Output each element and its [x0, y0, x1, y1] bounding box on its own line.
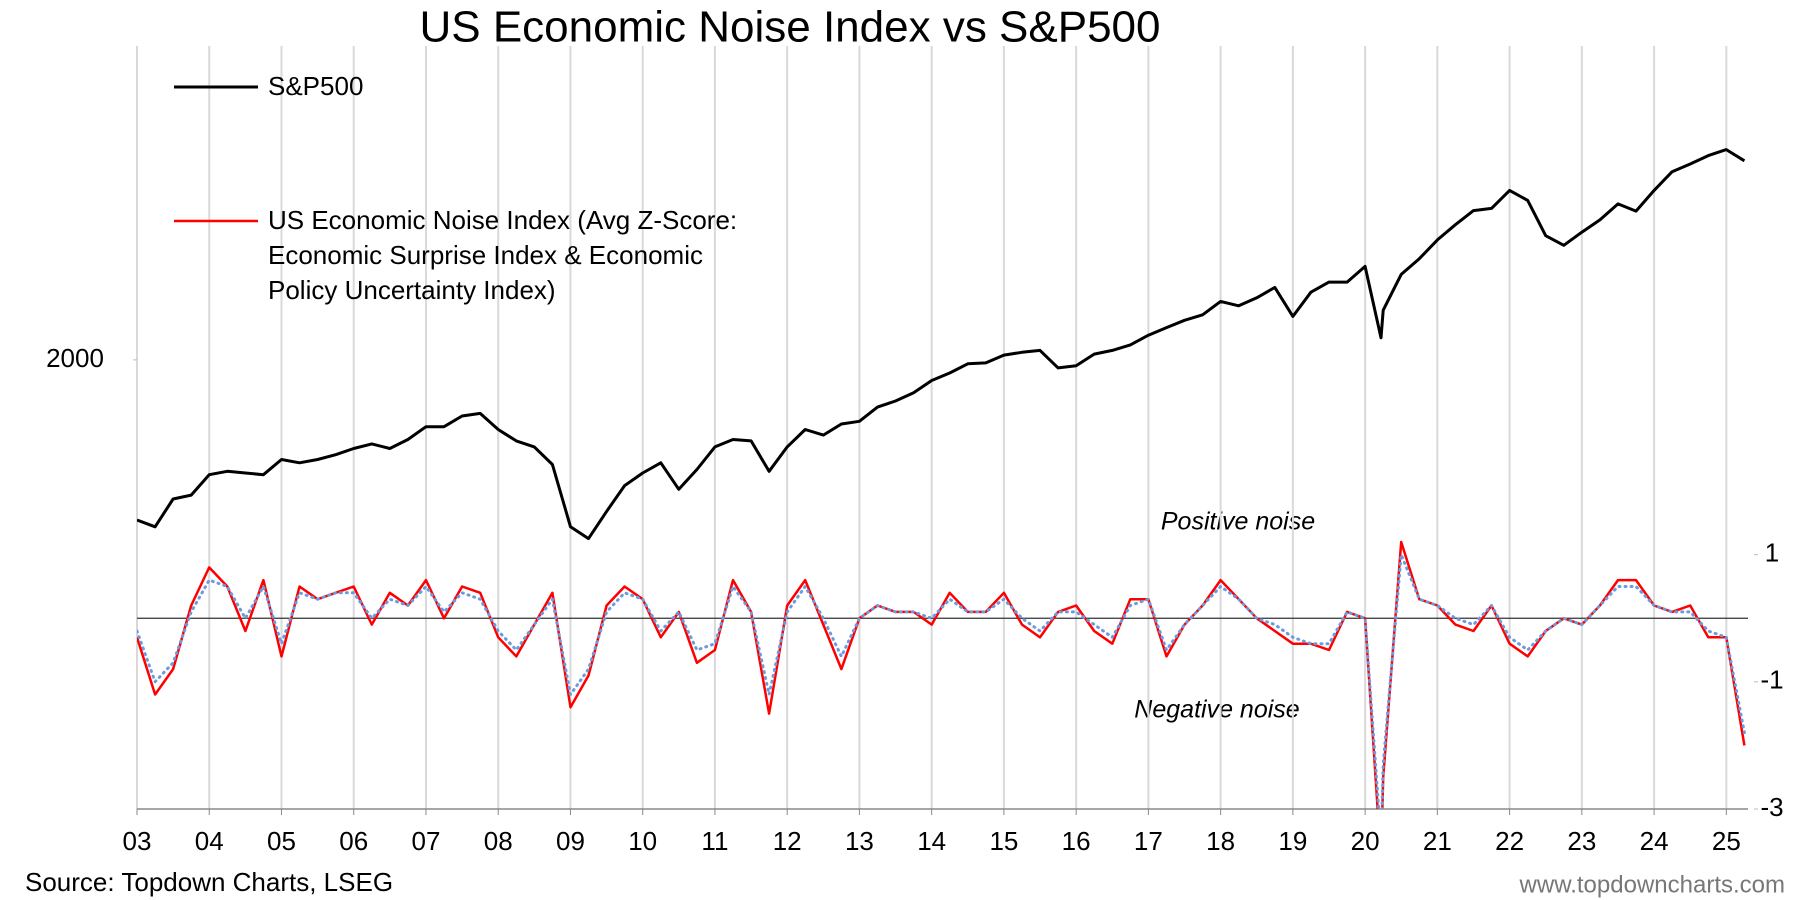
- annotation: Negative noise: [1134, 696, 1299, 724]
- x-tick-label: 25: [1712, 826, 1741, 856]
- y2-tick-label: 1: [1765, 538, 1779, 568]
- x-tick-label: 14: [917, 826, 946, 856]
- series-line: [137, 148, 1746, 541]
- x-tick-label: 08: [484, 826, 513, 856]
- y2-tick-label: -1: [1760, 665, 1783, 695]
- x-tick-label: 06: [339, 826, 368, 856]
- x-tick-label: 10: [628, 826, 657, 856]
- x-tick-label: 20: [1351, 826, 1380, 856]
- annotation: Positive noise: [1161, 508, 1315, 536]
- x-tick-label: 11: [701, 826, 728, 856]
- x-tick-label: 09: [556, 826, 585, 856]
- x-tick-label: 19: [1278, 826, 1307, 856]
- x-tick-label: 24: [1640, 826, 1669, 856]
- plot-area: [137, 148, 1746, 809]
- x-tick-label: 21: [1423, 826, 1452, 856]
- x-tick-label: 03: [123, 826, 152, 856]
- x-tick-label: 17: [1134, 826, 1163, 856]
- chart-title: US Economic Noise Index vs S&P500: [419, 3, 1160, 52]
- x-tick-label: 18: [1206, 826, 1235, 856]
- x-tick-label: 22: [1495, 826, 1524, 856]
- x-tick-label: 12: [773, 826, 802, 856]
- x-tick-label: 07: [412, 826, 441, 856]
- website: www.topdowncharts.com: [1519, 871, 1785, 898]
- legend-label: US Economic Noise Index (Avg Z-Score: Ec…: [268, 205, 738, 305]
- x-tick-label: 04: [195, 826, 224, 856]
- source: Source: Topdown Charts, LSEG: [25, 867, 393, 897]
- grid: 03 04 05 06 07 08 09 10 11 12 13 14 15 16 17 18 19 20 21 22…: [46, 46, 1784, 856]
- x-tick-label: 15: [989, 826, 1018, 856]
- y2-tick-label: -3: [1760, 792, 1783, 822]
- series-line: [137, 540, 1746, 809]
- x-tick-label: 23: [1567, 826, 1596, 856]
- x-tick-label: 16: [1062, 826, 1091, 856]
- y-tick-label: 2000: [46, 343, 104, 373]
- series-line: [137, 553, 1746, 809]
- legend-label: S&P500: [268, 71, 364, 101]
- x-tick-label: 13: [845, 826, 874, 856]
- x-tick-label: 05: [267, 826, 296, 856]
